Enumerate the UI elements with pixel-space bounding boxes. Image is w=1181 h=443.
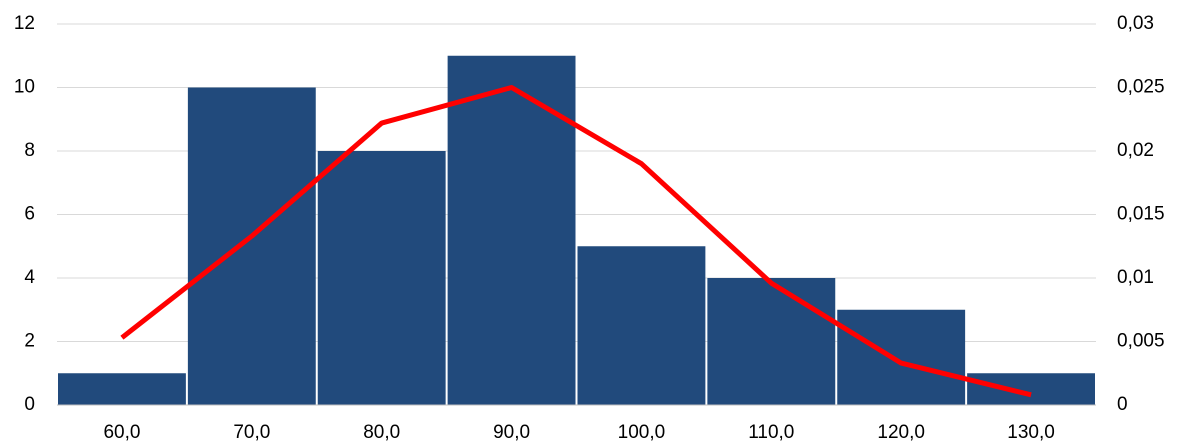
x-tick-label: 60,0 <box>103 422 140 443</box>
line <box>120 85 1032 398</box>
y-tick-label: 10 <box>14 77 35 98</box>
bar <box>187 87 316 405</box>
bar <box>58 373 186 405</box>
x-tick-label: 100,0 <box>618 422 666 443</box>
bar <box>577 246 706 405</box>
x-tick-label: 90,0 <box>493 422 530 443</box>
y2-tick-label: 0,015 <box>1117 204 1165 225</box>
y-tick-label: 12 <box>14 13 35 34</box>
y2-tick-label: 0,005 <box>1117 331 1165 352</box>
y2-tick-label: 0,025 <box>1117 77 1165 98</box>
y2-tick-label: 0 <box>1117 394 1128 415</box>
y-tick-label: 0 <box>24 394 35 415</box>
y-tick-label: 2 <box>24 331 35 352</box>
y2-tick-label: 0,02 <box>1117 140 1154 161</box>
x-tick-label: 120,0 <box>877 422 925 443</box>
bar <box>447 55 576 405</box>
x-tick-label: 110,0 <box>748 422 794 443</box>
bar <box>967 373 1095 405</box>
bar <box>707 278 836 405</box>
y-tick-label: 6 <box>24 204 35 225</box>
y2-tick-label: 0,01 <box>1117 267 1154 288</box>
x-tick-label: 130,0 <box>1007 422 1055 443</box>
x-tick-label: 70,0 <box>233 422 270 443</box>
bar <box>837 309 966 405</box>
y-tick-label: 8 <box>24 140 35 161</box>
x-tick-label: 80,0 <box>363 422 400 443</box>
y-tick-label: 4 <box>24 267 35 288</box>
y2-tick-label: 0,03 <box>1117 13 1154 34</box>
bar <box>317 151 446 405</box>
